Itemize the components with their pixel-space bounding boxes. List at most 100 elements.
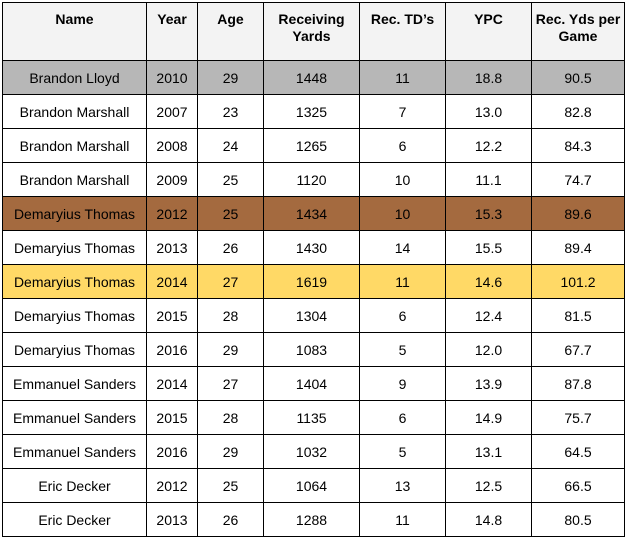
cell-rec-tds: 11	[359, 264, 446, 299]
cell-ypc: 14.6	[445, 264, 532, 299]
cell-ypc: 15.5	[445, 230, 532, 265]
cell-rec-yds-per-game: 64.5	[531, 434, 625, 469]
cell-year: 2012	[146, 468, 198, 503]
cell-name: Emmanuel Sanders	[2, 366, 147, 401]
cell-year: 2013	[146, 230, 198, 265]
cell-rec-yds-per-game: 81.5	[531, 298, 625, 333]
cell-age: 25	[197, 196, 264, 231]
cell-rec-tds: 6	[359, 298, 446, 333]
cell-rec-yds-per-game: 89.6	[531, 196, 625, 231]
table-header: Name Year Age Receiving Yards Rec. TD’s …	[2, 2, 625, 61]
cell-rec-tds: 9	[359, 366, 446, 401]
cell-year: 2014	[146, 264, 198, 299]
cell-age: 28	[197, 400, 264, 435]
cell-age: 26	[197, 230, 264, 265]
cell-age: 24	[197, 128, 264, 163]
cell-rec-yds-per-game: 87.8	[531, 366, 625, 401]
table-row: Demaryius Thomas 2012 25 1434 10 15.3 89.6	[2, 196, 625, 231]
cell-receiving-yards: 1120	[263, 162, 360, 197]
table-row: Eric Decker 2012 25 1064 13 12.5 66.5	[2, 468, 625, 503]
cell-rec-tds: 5	[359, 332, 446, 367]
cell-receiving-yards: 1619	[263, 264, 360, 299]
cell-name: Brandon Marshall	[2, 162, 147, 197]
cell-age: 25	[197, 468, 264, 503]
cell-ypc: 12.4	[445, 298, 532, 333]
cell-name: Demaryius Thomas	[2, 196, 147, 231]
cell-ypc: 12.2	[445, 128, 532, 163]
cell-rec-tds: 11	[359, 60, 446, 95]
cell-rec-yds-per-game: 101.2	[531, 264, 625, 299]
cell-name: Emmanuel Sanders	[2, 434, 147, 469]
header-year: Year	[146, 2, 198, 61]
header-name: Name	[2, 2, 147, 61]
cell-age: 27	[197, 264, 264, 299]
cell-year: 2008	[146, 128, 198, 163]
cell-year: 2016	[146, 434, 198, 469]
cell-rec-tds: 6	[359, 128, 446, 163]
cell-rec-tds: 14	[359, 230, 446, 265]
header-rec-yds-per-game: Rec. Yds per Game	[531, 2, 625, 61]
cell-ypc: 13.1	[445, 434, 532, 469]
cell-receiving-yards: 1032	[263, 434, 360, 469]
header-ypc: YPC	[445, 2, 532, 61]
cell-name: Eric Decker	[2, 468, 147, 503]
cell-age: 23	[197, 94, 264, 129]
cell-name: Emmanuel Sanders	[2, 400, 147, 435]
cell-rec-tds: 13	[359, 468, 446, 503]
cell-rec-yds-per-game: 67.7	[531, 332, 625, 367]
cell-year: 2010	[146, 60, 198, 95]
cell-receiving-yards: 1434	[263, 196, 360, 231]
cell-year: 2015	[146, 400, 198, 435]
cell-name: Demaryius Thomas	[2, 264, 147, 299]
cell-receiving-yards: 1325	[263, 94, 360, 129]
cell-ypc: 18.8	[445, 60, 532, 95]
cell-age: 29	[197, 332, 264, 367]
table-row: Demaryius Thomas 2014 27 1619 11 14.6 101.2	[2, 264, 625, 299]
cell-age: 29	[197, 434, 264, 469]
cell-ypc: 11.1	[445, 162, 532, 197]
header-age: Age	[197, 2, 264, 61]
cell-ypc: 12.5	[445, 468, 532, 503]
table-row: Brandon Marshall 2007 23 1325 7 13.0 82.8	[2, 94, 625, 129]
cell-rec-yds-per-game: 89.4	[531, 230, 625, 265]
cell-year: 2014	[146, 366, 198, 401]
cell-ypc: 15.3	[445, 196, 532, 231]
header-rec-tds: Rec. TD’s	[359, 2, 446, 61]
cell-rec-yds-per-game: 84.3	[531, 128, 625, 163]
table-row: Emmanuel Sanders 2015 28 1135 6 14.9 75.7	[2, 400, 625, 435]
cell-year: 2012	[146, 196, 198, 231]
cell-name: Brandon Lloyd	[2, 60, 147, 95]
cell-year: 2007	[146, 94, 198, 129]
cell-rec-tds: 6	[359, 400, 446, 435]
table-row: Brandon Marshall 2008 24 1265 6 12.2 84.3	[2, 128, 625, 163]
table-body: Brandon Lloyd 2010 29 1448 11 18.8 90.5 Brandon…	[2, 60, 625, 537]
cell-name: Brandon Marshall	[2, 94, 147, 129]
cell-rec-tds: 10	[359, 162, 446, 197]
cell-age: 27	[197, 366, 264, 401]
cell-ypc: 13.9	[445, 366, 532, 401]
cell-rec-tds: 10	[359, 196, 446, 231]
cell-rec-tds: 5	[359, 434, 446, 469]
header-row: Name Year Age Receiving Yards Rec. TD’s …	[2, 2, 625, 61]
table-row: Emmanuel Sanders 2016 29 1032 5 13.1 64.5	[2, 434, 625, 469]
cell-receiving-yards: 1135	[263, 400, 360, 435]
cell-rec-yds-per-game: 75.7	[531, 400, 625, 435]
table-row: Brandon Lloyd 2010 29 1448 11 18.8 90.5	[2, 60, 625, 95]
cell-year: 2016	[146, 332, 198, 367]
cell-rec-yds-per-game: 74.7	[531, 162, 625, 197]
cell-ypc: 14.9	[445, 400, 532, 435]
cell-name: Demaryius Thomas	[2, 332, 147, 367]
table-row: Emmanuel Sanders 2014 27 1404 9 13.9 87.8	[2, 366, 625, 401]
cell-ypc: 13.0	[445, 94, 532, 129]
cell-age: 25	[197, 162, 264, 197]
cell-receiving-yards: 1265	[263, 128, 360, 163]
cell-year: 2009	[146, 162, 198, 197]
cell-age: 28	[197, 298, 264, 333]
cell-receiving-yards: 1064	[263, 468, 360, 503]
table-row: Demaryius Thomas 2013 26 1430 14 15.5 89.4	[2, 230, 625, 265]
cell-receiving-yards: 1448	[263, 60, 360, 95]
cell-rec-yds-per-game: 66.5	[531, 468, 625, 503]
cell-name: Demaryius Thomas	[2, 298, 147, 333]
cell-receiving-yards: 1404	[263, 366, 360, 401]
